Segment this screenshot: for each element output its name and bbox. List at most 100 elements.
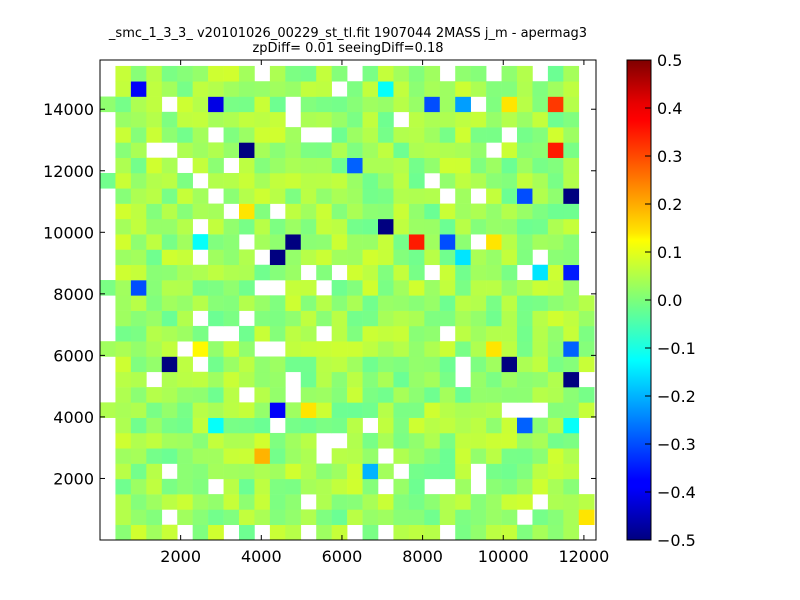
heatmap-cell	[424, 524, 441, 541]
y-tick-label: 14000	[43, 100, 94, 119]
heatmap-cell	[192, 127, 209, 143]
heatmap-cell	[424, 402, 441, 418]
heatmap-cell	[192, 295, 209, 311]
heatmap-cell	[362, 341, 379, 357]
heatmap-cell	[455, 264, 471, 281]
heatmap-cell	[239, 65, 255, 82]
heatmap-cell	[331, 478, 348, 495]
heatmap-cell	[563, 310, 580, 327]
heatmap-cell	[285, 417, 302, 434]
heatmap-cell	[547, 264, 564, 281]
heatmap-cell	[146, 249, 163, 266]
heatmap-cell	[393, 264, 410, 281]
heatmap-cell	[532, 295, 549, 311]
heatmap-cell	[547, 111, 564, 128]
heatmap-cell	[208, 172, 224, 189]
y-tick-label: 12000	[43, 162, 94, 181]
heatmap-cell	[223, 264, 240, 281]
heatmap-cell	[547, 341, 564, 357]
heatmap-cell	[316, 81, 332, 97]
heatmap-cell	[146, 310, 163, 327]
heatmap-cell	[115, 111, 132, 128]
heatmap-cell	[285, 188, 302, 204]
heatmap-cell	[393, 142, 410, 158]
heatmap-cell	[439, 448, 456, 464]
heatmap-cell	[192, 280, 209, 296]
heatmap-cell	[223, 96, 240, 113]
heatmap-cell	[563, 111, 580, 128]
heatmap-cell	[269, 356, 286, 373]
heatmap-cell	[563, 356, 580, 373]
heatmap-cell	[130, 142, 147, 158]
heatmap-cell	[455, 96, 471, 113]
heatmap-cell	[316, 157, 332, 174]
heatmap-cell	[378, 172, 394, 189]
heatmap-cell	[239, 280, 255, 296]
heatmap-cell	[146, 127, 163, 143]
heatmap-cell	[378, 96, 394, 113]
heatmap-cell	[347, 295, 363, 311]
heatmap-cell	[347, 341, 363, 357]
heatmap-cell	[254, 264, 271, 281]
heatmap-cell	[517, 387, 533, 403]
heatmap-cell	[208, 524, 224, 541]
heatmap-cell	[331, 463, 348, 480]
heatmap-cell	[439, 463, 456, 480]
heatmap-cell	[408, 157, 425, 174]
heatmap-cell	[161, 234, 178, 250]
heatmap-cell	[130, 417, 147, 434]
heatmap-cell	[408, 417, 425, 434]
heatmap-cell	[393, 310, 410, 327]
heatmap-cell	[239, 111, 255, 128]
heatmap-cell	[393, 157, 410, 174]
heatmap-cell	[486, 371, 502, 388]
heatmap-cell	[331, 325, 348, 342]
heatmap-cell	[285, 127, 302, 143]
heatmap-cell	[547, 127, 564, 143]
heatmap-cell	[300, 280, 317, 296]
heatmap-cell	[439, 310, 456, 327]
heatmap-cell	[424, 356, 441, 373]
heatmap-cell	[455, 432, 471, 449]
heatmap-cell	[161, 310, 178, 327]
heatmap-cell	[439, 96, 456, 113]
heatmap-cell	[146, 432, 163, 449]
heatmap-cell	[393, 295, 410, 311]
heatmap-cell	[331, 509, 348, 526]
heatmap-cell	[408, 218, 425, 235]
heatmap-cell	[177, 264, 193, 281]
x-tick-label: 6000	[322, 547, 363, 566]
heatmap-cell	[146, 203, 163, 220]
heatmap-cell	[470, 371, 487, 388]
heatmap-cell	[239, 295, 255, 311]
heatmap-cell	[115, 371, 132, 388]
heatmap-cell	[563, 509, 580, 526]
heatmap-cell	[501, 463, 518, 480]
heatmap-cell	[517, 310, 533, 327]
heatmap-cell	[578, 402, 595, 418]
heatmap-cell	[501, 264, 518, 281]
heatmap-cell	[146, 157, 163, 174]
heatmap-cell	[347, 96, 363, 113]
heatmap-cell	[161, 249, 178, 266]
heatmap-cell	[300, 203, 317, 220]
heatmap-cell	[501, 448, 518, 464]
heatmap-cell	[347, 387, 363, 403]
heatmap-cell	[501, 188, 518, 204]
heatmap-cell	[300, 371, 317, 388]
heatmap-cell	[269, 142, 286, 158]
heatmap-cell	[501, 371, 518, 388]
heatmap-cell	[177, 494, 193, 510]
heatmap-cell	[439, 509, 456, 526]
heatmap-cell	[362, 234, 379, 250]
heatmap-cell	[362, 524, 379, 541]
heatmap-cell	[517, 463, 533, 480]
heatmap-cell	[146, 264, 163, 281]
heatmap-cell	[331, 65, 348, 82]
heatmap-cell	[547, 417, 564, 434]
heatmap-cell	[331, 341, 348, 357]
heatmap-cell	[439, 157, 456, 174]
heatmap-cell	[269, 463, 286, 480]
heatmap-cell	[547, 157, 564, 174]
heatmap-cell	[223, 111, 240, 128]
